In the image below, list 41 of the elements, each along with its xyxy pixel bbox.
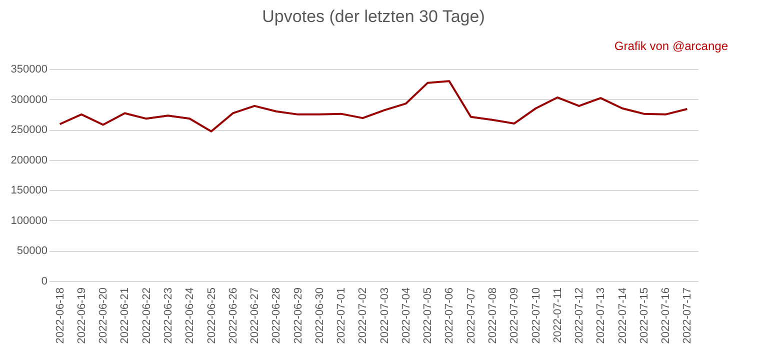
x-tick-label: 2022-06-25 [206,288,218,344]
x-tick-label: 2022-07-17 [682,288,694,344]
y-tick-label: 50000 [16,245,48,258]
x-tick-label: 2022-06-23 [162,288,174,344]
y-tick-label: 350000 [10,64,48,76]
y-tick-label: 300000 [10,94,48,106]
x-tick-label: 2022-07-09 [508,288,521,344]
x-tick-label: 2022-07-01 [336,288,348,344]
x-tick-label: 2022-07-02 [357,288,370,344]
x-tick-label: 2022-06-29 [292,288,304,344]
x-tick-label: 2022-07-15 [638,288,650,344]
x-tick-label: 2022-06-28 [270,288,283,344]
x-tick-label: 2022-06-20 [98,288,110,344]
x-tick-label: 2022-07-03 [378,288,391,344]
y-tick-label: 100000 [10,214,48,227]
x-tick-label: 2022-06-21 [119,288,132,344]
x-tick-label: 2022-06-27 [249,288,262,344]
y-tick-label: 200000 [10,154,48,166]
x-tick-label: 2022-06-30 [314,288,326,344]
chart-title: Upvotes (der letzten 30 Tage) [262,7,485,26]
y-tick-label: 250000 [10,124,48,136]
y-tick-label: 0 [41,276,48,288]
x-tick-label: 2022-07-13 [595,288,608,344]
x-tick-label: 2022-07-06 [444,288,456,344]
x-tick-label: 2022-07-05 [422,288,434,344]
text: Grafik von @arcange [614,39,728,53]
x-tick-label: 2022-06-22 [140,288,153,344]
x-tick-label: 2022-06-24 [184,288,196,344]
x-tick-label: 2022-07-08 [486,288,499,344]
x-tick-label: 2022-07-14 [616,288,629,344]
y-tick-label: 150000 [10,184,48,197]
x-tick-label: 2022-07-16 [660,288,672,344]
x-tick-label: 2022-06-26 [227,288,240,344]
x-tick-label: 2022-06-18 [54,288,66,344]
line-series [58,80,688,132]
x-tick-label: 2022-07-12 [574,288,586,344]
x-tick-label: 2022-06-19 [76,288,88,344]
x-tick-label: 2022-07-04 [400,288,412,344]
x-tick-label: 2022-07-07 [465,288,478,344]
x-tick-label: 2022-07-10 [530,288,542,344]
x-tick-label: 2022-07-11 [552,288,564,343]
